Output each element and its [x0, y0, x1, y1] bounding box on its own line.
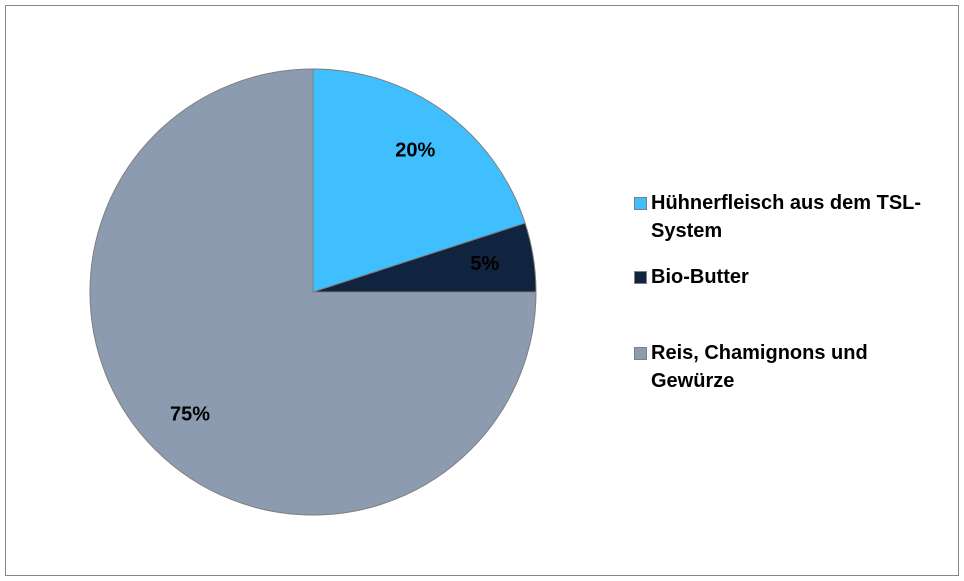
legend-item: Hühnerfleisch aus dem TSL- System	[634, 189, 954, 245]
legend-swatch	[634, 271, 647, 284]
legend-item: Bio-Butter	[634, 263, 954, 291]
legend-swatch	[634, 347, 647, 360]
legend-label: Bio-Butter	[651, 266, 749, 288]
legend-label: Reis, Chamignons und Gewürze	[651, 342, 868, 392]
pie-slice	[312, 68, 526, 293]
legend-item: Reis, Chamignons und Gewürze	[634, 339, 954, 395]
data-label: 20%	[395, 140, 435, 162]
legend-swatch	[634, 197, 647, 210]
data-label: 75%	[170, 403, 210, 425]
data-label: 5%	[470, 253, 499, 275]
pie-slice	[89, 68, 537, 516]
legend-label: Hühnerfleisch aus dem TSL- System	[651, 192, 922, 242]
